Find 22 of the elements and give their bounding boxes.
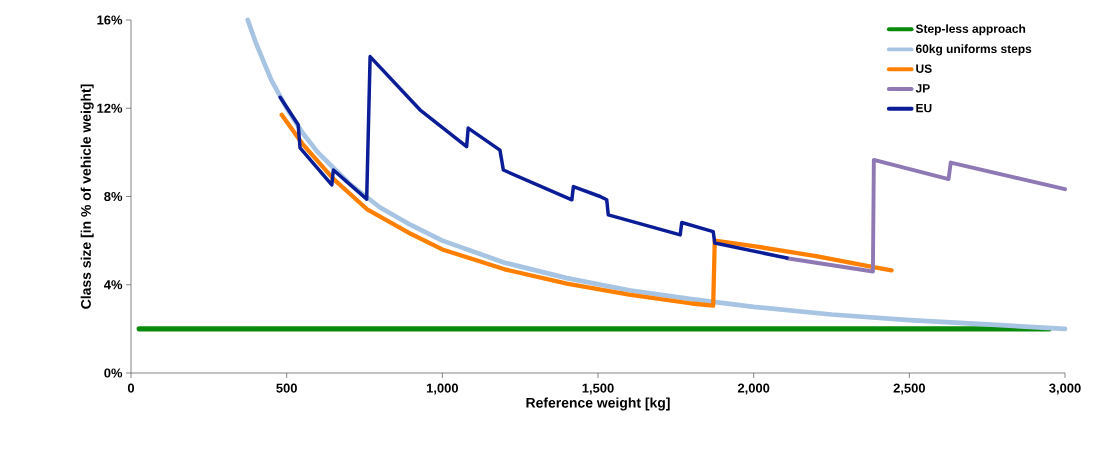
x-tick-label: 3,000 [1049, 383, 1081, 395]
x-axis-title: Reference weight [kg] [526, 397, 670, 411]
legend-label: Step-less approach [915, 24, 1026, 36]
x-tick-label: 0 [127, 383, 135, 393]
y-tick-label: 16% [97, 15, 123, 25]
y-axis-title: Class size [in % of vehicle weight] [80, 84, 94, 309]
y-tick-label: 4% [103, 280, 123, 290]
x-tick-label: 2,000 [737, 383, 770, 395]
line-series [785, 157, 1067, 274]
y-tick-label: 8% [104, 191, 123, 202]
y-tick-label: 0% [104, 368, 123, 378]
x-tick-label: 2,500 [893, 383, 926, 395]
x-tick-label: 1,000 [426, 383, 459, 395]
legend-label: US [916, 64, 932, 73]
x-tick-label: 1,500 [582, 383, 614, 395]
legend-label: 60kg uniforms steps [915, 44, 1032, 56]
x-tick-label: 500 [276, 383, 297, 393]
legend-label: EU [916, 103, 932, 113]
line-series [278, 54, 789, 260]
line-series [279, 112, 894, 308]
legend-label: JP [915, 84, 930, 93]
y-tick-label: 12% [97, 103, 123, 113]
